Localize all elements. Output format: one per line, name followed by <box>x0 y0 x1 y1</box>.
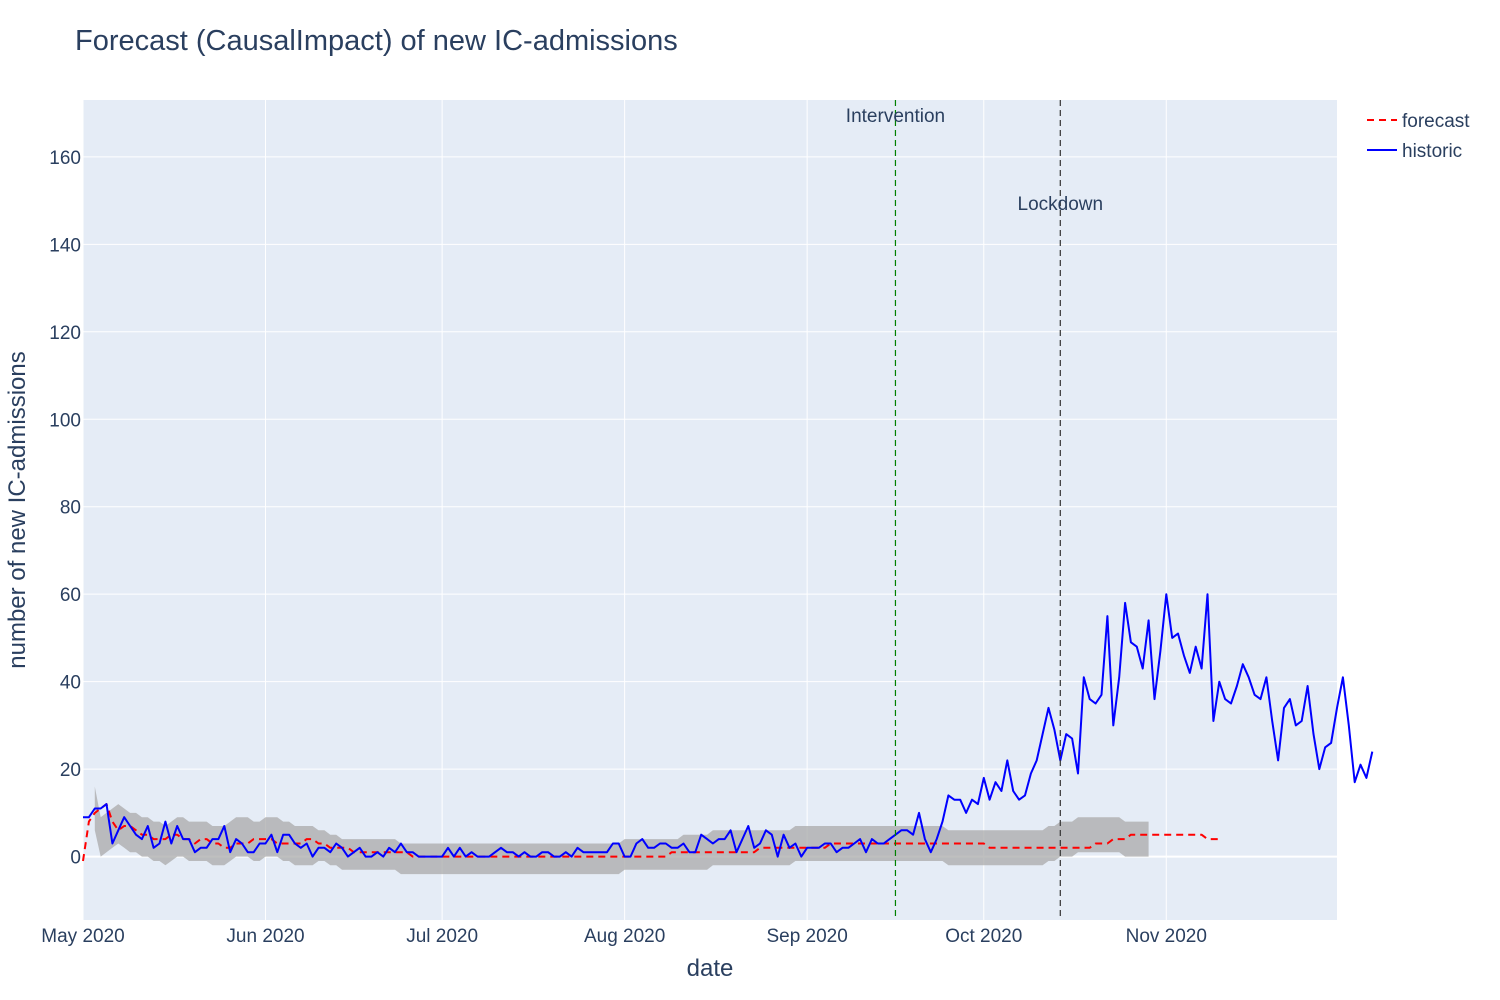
grid <box>82 100 1337 920</box>
x-tick-label: Nov 2020 <box>1126 926 1207 947</box>
plot-background <box>83 100 1337 920</box>
x-axis-title: date <box>687 955 734 982</box>
x-tick-label: Oct 2020 <box>945 926 1022 947</box>
y-tick-label: 20 <box>60 760 81 781</box>
x-tick-label: Sep 2020 <box>766 926 847 947</box>
annotation-lockdown: Lockdown <box>1018 194 1104 215</box>
confidence-band-area <box>94 786 1149 875</box>
legend-label-historic: historic <box>1402 141 1462 162</box>
series-layer <box>82 593 1374 862</box>
x-tick-label: Jun 2020 <box>226 926 304 947</box>
y-tick-label: 160 <box>49 148 81 169</box>
series-line-historic <box>83 593 1374 858</box>
x-tick-label: May 2020 <box>41 926 124 947</box>
x-tick-label: Jul 2020 <box>406 926 478 947</box>
y-tick-label: 100 <box>49 410 81 431</box>
y-tick-label: 0 <box>70 848 81 869</box>
y-tick-label: 80 <box>60 498 81 519</box>
confidence-band <box>94 786 1149 875</box>
x-tick-label: Aug 2020 <box>584 926 665 947</box>
x-axis-ticks: May 2020 Jun 2020 Jul 2020 Aug 2020 Sep 2020… <box>41 926 1207 947</box>
y-axis-ticks: 0 20 40 60 80 100 120 140 160 <box>49 148 81 869</box>
chart-title: Forecast (CausalImpact) of new IC-admiss… <box>75 25 678 57</box>
legend-label-forecast: forecast <box>1402 111 1470 132</box>
y-tick-label: 140 <box>49 235 81 256</box>
vlines-layer: Intervention Lockdown <box>846 100 1103 920</box>
y-axis-title: number of new IC-admissions <box>4 351 31 668</box>
y-tick-label: 40 <box>60 673 81 694</box>
legend: forecast historic <box>1367 111 1470 162</box>
y-tick-label: 120 <box>49 323 81 344</box>
annotation-intervention: Intervention <box>846 106 945 127</box>
y-tick-label: 60 <box>60 585 81 606</box>
